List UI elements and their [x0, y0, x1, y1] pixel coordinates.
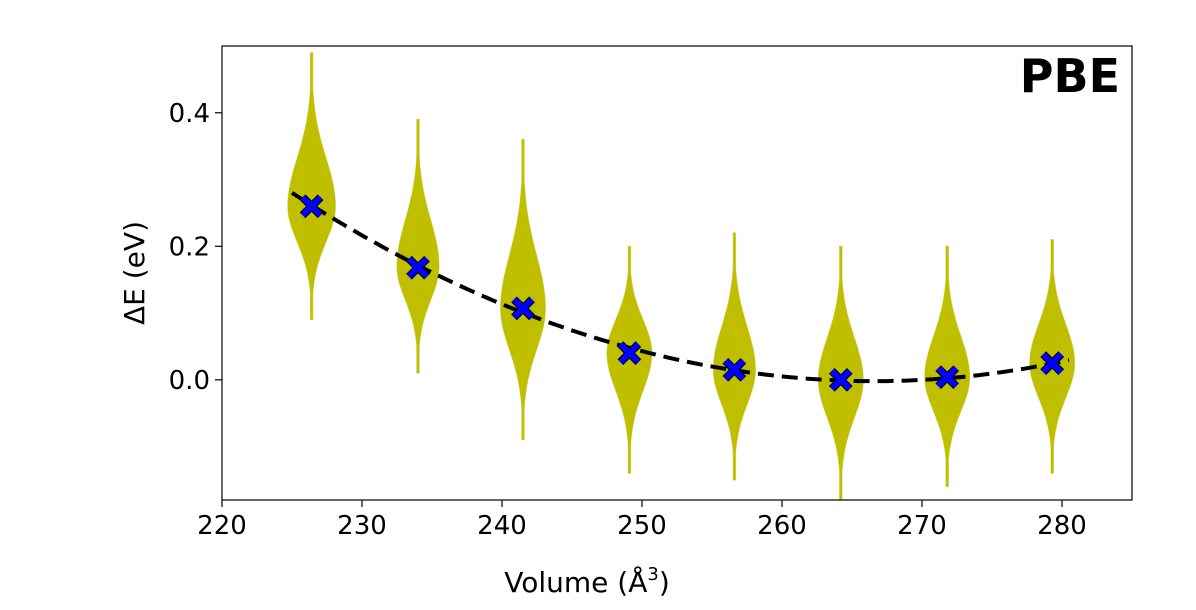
- y-tick-label-0.2: 0.2: [169, 232, 210, 262]
- distribution-5: [712, 232, 756, 481]
- y-tick-label-0.0: 0.0: [169, 366, 210, 396]
- y-axis-ticks: 0.0 0.2 0.4: [169, 99, 222, 396]
- x-axis-label: Volume (Å3): [504, 564, 670, 599]
- mean-marker-1: [299, 194, 324, 219]
- x-tick-label-230: 230: [337, 511, 387, 541]
- x-axis-label-close: ): [659, 566, 670, 599]
- mean-marker-8: [1040, 351, 1065, 375]
- mean-marker-3: [511, 296, 535, 321]
- distribution-3: [500, 139, 546, 441]
- x-tick-label-260: 260: [757, 511, 807, 541]
- y-axis-label: ΔE (eV): [118, 221, 151, 325]
- mean-marker-6: [828, 367, 853, 392]
- plot-frame: [221, 45, 1133, 501]
- x-tick-label-270: 270: [897, 511, 947, 541]
- mean-marker-7: [935, 365, 960, 389]
- mean-marker-group: [299, 194, 1065, 392]
- mean-marker-2: [406, 255, 430, 280]
- distribution-6: [817, 245, 864, 501]
- x-axis-label-text: Volume (Å: [504, 565, 647, 599]
- x-tick-label-220: 220: [197, 511, 247, 541]
- distribution-4: [606, 245, 653, 474]
- distribution-group: [287, 52, 1076, 501]
- distribution-1: [287, 52, 336, 321]
- y-tick-label-0.4: 0.4: [169, 99, 210, 129]
- mean-marker-4: [617, 341, 642, 365]
- distribution-7: [924, 245, 971, 488]
- x-tick-label-240: 240: [477, 511, 527, 541]
- x-axis-label-superscript: 3: [647, 564, 658, 585]
- mean-marker-5: [722, 357, 747, 382]
- x-tick-label-250: 250: [617, 511, 667, 541]
- panel-label: PBE: [1020, 49, 1120, 103]
- distribution-8: [1029, 239, 1076, 474]
- x-tick-label-280: 280: [1037, 511, 1087, 541]
- x-axis-ticks: 220 230 240 250 260 270 280: [197, 500, 1087, 541]
- distribution-2: [396, 118, 440, 374]
